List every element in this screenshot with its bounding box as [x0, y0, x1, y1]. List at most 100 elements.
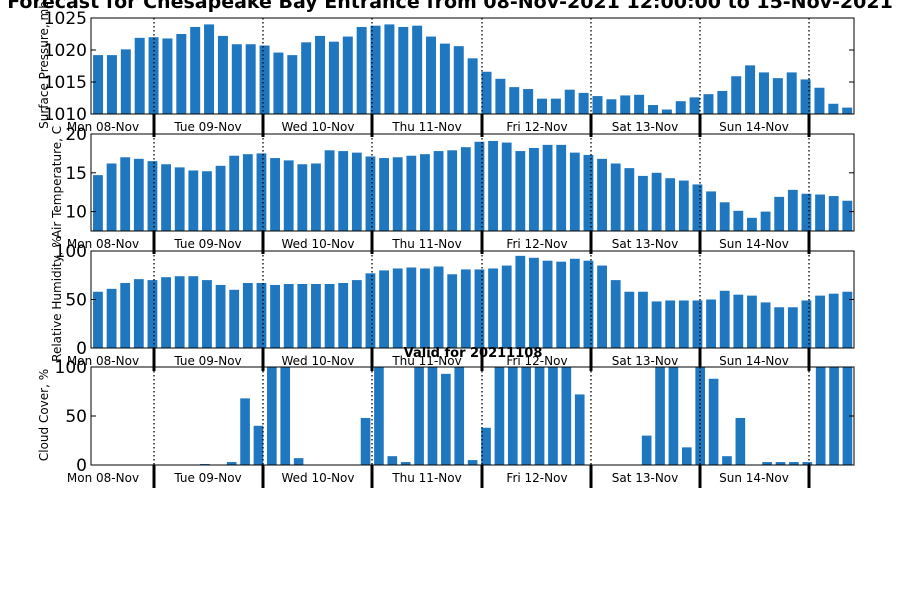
bar-p0-53 [828, 103, 839, 114]
bar-p1-19 [351, 152, 362, 231]
bar-p0-14 [287, 55, 298, 114]
bar-p1-27 [460, 147, 471, 231]
bar-p3-12 [253, 425, 264, 465]
bar-p0-32 [537, 98, 547, 114]
bar-p1-20 [365, 156, 376, 231]
bar-p1-24 [420, 154, 430, 231]
xtick-label-p2-2: Wed 10-Nov [282, 354, 355, 368]
bar-p0-11 [245, 44, 256, 114]
ytick-label-p0-0: 1010 [44, 105, 87, 125]
xtick-label-p2-0: Mon 08-Nov [67, 354, 139, 368]
bar-p3-22 [387, 456, 398, 465]
ylabel-air-temperature: Air Temperature, C [50, 125, 64, 238]
bar-p1-9 [215, 165, 226, 231]
bar-p0-37 [606, 99, 617, 114]
xtick-label-p0-2: Wed 10-Nov [282, 120, 355, 134]
bar-p0-46 [731, 76, 742, 114]
bar-p0-12 [259, 45, 270, 114]
bar-p2-23 [406, 267, 417, 348]
bar-p1-55 [842, 200, 853, 231]
xtick-label-p0-5: Sat 13-Nov [612, 120, 679, 134]
bar-p1-29 [488, 140, 498, 231]
bar-p3-32 [521, 367, 531, 465]
xtick-label-p2-4: Fri 12-Nov [506, 354, 567, 368]
bar-p2-28 [474, 269, 485, 348]
bar-p0-26 [453, 46, 464, 114]
bar-p3-27 [454, 367, 465, 465]
bar-p3-56 [842, 367, 853, 465]
bar-p0-0 [93, 55, 104, 114]
bar-p1-52 [801, 193, 812, 231]
bar-p3-24 [414, 367, 424, 465]
bar-p1-42 [665, 178, 676, 231]
bar-p3-51 [775, 462, 786, 465]
bar-p3-34 [548, 367, 558, 465]
bar-p2-11 [242, 283, 253, 348]
ytick-label-p1-1: 15 [65, 164, 87, 184]
bar-p0-4 [148, 37, 159, 115]
bar-p3-48 [735, 417, 746, 465]
bar-p2-35 [569, 258, 580, 348]
bar-p1-7 [188, 170, 199, 231]
bar-p2-9 [215, 284, 226, 348]
bar-p2-49 [760, 302, 771, 348]
bar-p2-3 [133, 279, 144, 348]
bar-p0-39 [634, 94, 645, 114]
bar-p2-4 [147, 280, 158, 348]
bar-p0-40 [647, 105, 658, 114]
bar-p0-51 [800, 79, 811, 114]
bar-p1-49 [760, 211, 771, 231]
bar-p3-13 [267, 367, 277, 465]
bar-p3-55 [829, 367, 839, 465]
ytick-label-p1-2: 20 [65, 125, 87, 145]
bar-p2-21 [379, 270, 389, 348]
bar-p0-18 [342, 36, 353, 115]
bar-p3-53 [802, 462, 813, 465]
bar-p0-44 [703, 94, 714, 114]
bar-p2-5 [161, 277, 171, 348]
bar-p3-20 [360, 417, 371, 465]
bar-p2-17 [324, 283, 335, 348]
bar-p2-8 [202, 280, 212, 348]
bar-p3-50 [762, 462, 772, 465]
bar-p3-35 [561, 367, 572, 465]
bar-p2-29 [488, 268, 498, 348]
bar-p1-33 [542, 144, 553, 231]
xtick-label-p3-5: Sat 13-Nov [612, 471, 679, 485]
bar-p2-43 [678, 300, 689, 348]
ytick-label-p0-2: 1020 [44, 41, 87, 61]
bar-p0-35 [578, 92, 589, 114]
bar-p0-28 [481, 71, 492, 114]
bar-p2-24 [420, 268, 430, 348]
bar-p1-25 [433, 151, 444, 231]
bar-p1-3 [133, 158, 144, 231]
bar-p0-52 [814, 87, 825, 114]
bar-p2-33 [542, 260, 553, 348]
bar-p2-40 [638, 291, 648, 348]
ytick-label-p3-1: 50 [65, 407, 87, 427]
bar-p0-21 [384, 24, 395, 114]
bar-p3-52 [789, 462, 799, 465]
bar-p2-27 [460, 269, 471, 348]
xtick-label-p0-4: Fri 12-Nov [506, 120, 567, 134]
bar-p0-8 [204, 24, 215, 114]
bar-p0-1 [106, 55, 117, 114]
xtick-label-p1-1: Tue 09-Nov [173, 237, 241, 251]
xtick-label-p1-2: Wed 10-Nov [282, 237, 355, 251]
chart-title: Forecast for Chesapeake Bay Entrance fro… [7, 0, 893, 13]
bar-p2-44 [692, 300, 703, 348]
bar-p3-25 [427, 367, 438, 465]
bar-p0-16 [315, 35, 326, 114]
bar-p0-43 [689, 97, 700, 114]
bar-p3-33 [534, 367, 545, 465]
bar-p2-41 [651, 301, 662, 348]
bar-p3-31 [507, 367, 518, 465]
bar-p0-54 [842, 107, 853, 114]
bar-p3-29 [481, 427, 491, 465]
bar-p2-36 [583, 260, 594, 348]
bar-p2-12 [256, 283, 267, 348]
xtick-label-p3-3: Thu 11-Nov [391, 471, 461, 485]
bar-p1-50 [774, 196, 785, 231]
bar-p1-13 [270, 158, 280, 231]
